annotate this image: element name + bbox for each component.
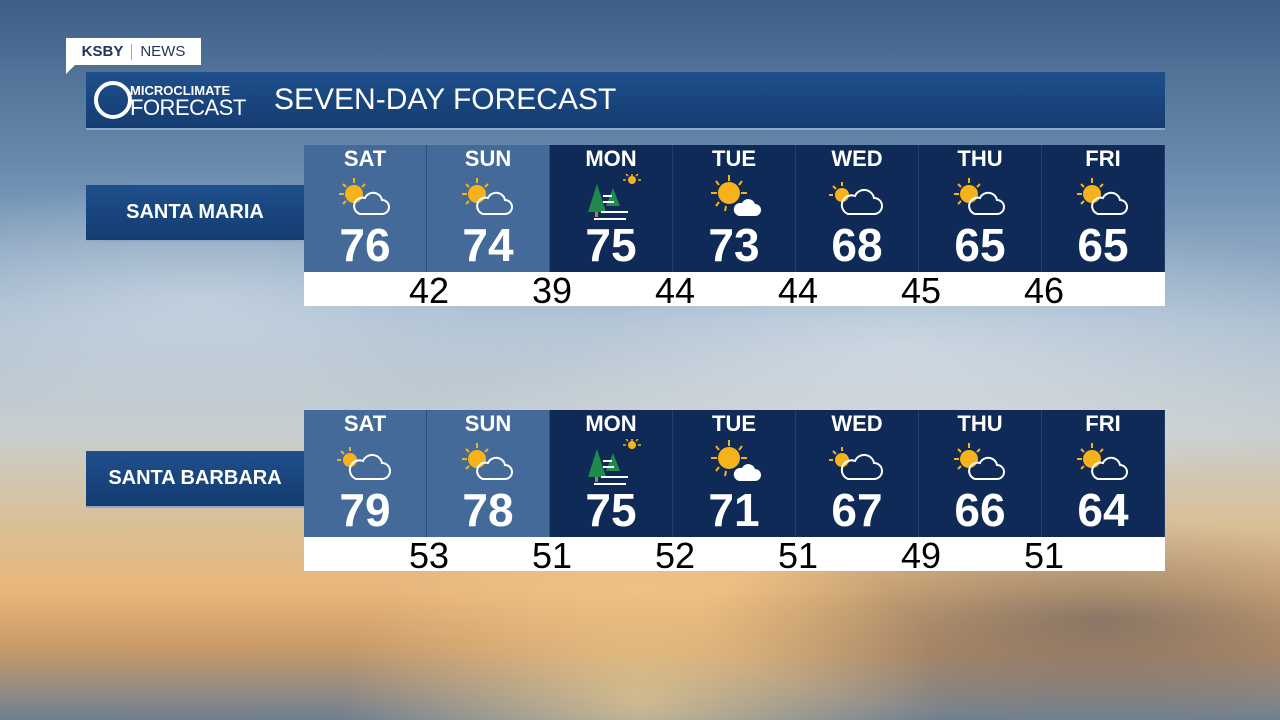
high-temp: 76 (339, 219, 391, 271)
high-temp: 65 (1077, 219, 1129, 271)
partly-sunny-icon (339, 178, 390, 215)
low-temp: 45 (900, 270, 942, 311)
partly-sunny-icon (462, 443, 513, 480)
partly-sunny-icon (1077, 178, 1128, 215)
channel-6-icon (94, 81, 132, 119)
fog-trees-sun-icon (588, 439, 641, 485)
mostly-sunny-icon (711, 175, 761, 216)
high-temp: 65 (954, 219, 1006, 271)
day-column-fri: FRI 64 (1042, 410, 1165, 537)
day-name: SUN (464, 411, 512, 436)
high-temp: 75 (585, 219, 637, 271)
low-temp: 44 (654, 270, 696, 311)
partly-cloudy-icon (337, 447, 391, 480)
day-name: MON (585, 146, 637, 171)
day-name: MON (585, 411, 637, 436)
day-column-tue: TUE 73 (673, 145, 796, 272)
section-name: NEWS (140, 43, 186, 60)
day-column-tue: TUE 71 (673, 410, 796, 537)
day-name: SUN (464, 146, 512, 171)
day-column-mon: MON 75 (550, 145, 673, 272)
high-temp: 66 (954, 484, 1006, 536)
day-name: SAT (343, 411, 387, 436)
fog-trees-sun-icon (588, 174, 641, 220)
logo-line2: FORECAST (130, 95, 246, 120)
day-name: FRI (1085, 411, 1121, 436)
day-name: THU (957, 411, 1003, 436)
low-temp: 51 (531, 535, 573, 576)
low-temp: 39 (531, 270, 573, 311)
forecast-row: SAT 76 SUN 74 MON 75 TUE 73 WED 68 THU 65 FRI 65 (304, 145, 1165, 272)
high-temp: 68 (831, 219, 883, 271)
low-temp: 49 (900, 535, 942, 576)
day-column-thu: THU 65 (919, 145, 1042, 272)
partly-sunny-icon (1077, 443, 1128, 480)
station-name: KSBY (81, 43, 124, 60)
low-temps-bar: 42 39 44 44 45 46 (304, 270, 1165, 311)
low-temp: 52 (654, 535, 696, 576)
high-temp: 79 (339, 484, 391, 536)
day-column-sun: SUN 74 (427, 145, 550, 272)
day-name: TUE (712, 411, 756, 436)
high-temp: 74 (462, 219, 514, 271)
low-temp: 51 (1023, 535, 1065, 576)
day-column-wed: WED 68 (796, 145, 919, 272)
low-temp: 53 (408, 535, 450, 576)
partly-cloudy-icon (829, 447, 883, 480)
divider (131, 43, 133, 60)
forecast-row: SAT 79 SUN 78 MON 75 TUE 71 WED 67 THU 66 FRI 64 (304, 410, 1165, 537)
day-name: FRI (1085, 146, 1121, 171)
low-temp: 44 (777, 270, 819, 311)
high-temp: 78 (462, 484, 514, 536)
partly-sunny-icon (954, 443, 1005, 480)
low-temp: 51 (777, 535, 819, 576)
high-temp: 75 (585, 484, 637, 536)
high-temp: 67 (831, 484, 883, 536)
day-name: THU (957, 146, 1003, 171)
day-column-sat: SAT 76 (304, 145, 427, 272)
mostly-sunny-icon (711, 440, 761, 481)
day-name: SAT (343, 146, 387, 171)
day-name: WED (831, 146, 883, 171)
header-bar: MICROCLIMATE FORECAST SEVEN-DAY FORECAST (86, 72, 1165, 130)
high-temp: 71 (708, 484, 760, 536)
day-column-sat: SAT 79 (304, 410, 427, 537)
high-temp: 73 (708, 219, 760, 271)
location-label: SANTA BARBARA (86, 451, 304, 508)
day-name: WED (831, 411, 883, 436)
ksby-news-logo: KSBY NEWS (66, 38, 201, 74)
logo-line1: MICROCLIMATE (130, 83, 231, 98)
day-name: TUE (712, 146, 756, 171)
microclimate-forecast-logo: MICROCLIMATE FORECAST (94, 77, 254, 123)
high-temp: 64 (1077, 484, 1129, 536)
page-title: SEVEN-DAY FORECAST (274, 83, 617, 116)
day-column-fri: FRI 65 (1042, 145, 1165, 272)
low-temps-bar: 53 51 52 51 49 51 (304, 535, 1165, 576)
partly-sunny-icon (462, 178, 513, 215)
partly-sunny-icon (954, 178, 1005, 215)
day-column-wed: WED 67 (796, 410, 919, 537)
low-temp: 42 (408, 270, 450, 311)
day-column-mon: MON 75 (550, 410, 673, 537)
low-temp: 46 (1023, 270, 1065, 311)
day-column-sun: SUN 78 (427, 410, 550, 537)
location-label: SANTA MARIA (86, 185, 304, 242)
day-column-thu: THU 66 (919, 410, 1042, 537)
partly-cloudy-icon (829, 182, 883, 215)
